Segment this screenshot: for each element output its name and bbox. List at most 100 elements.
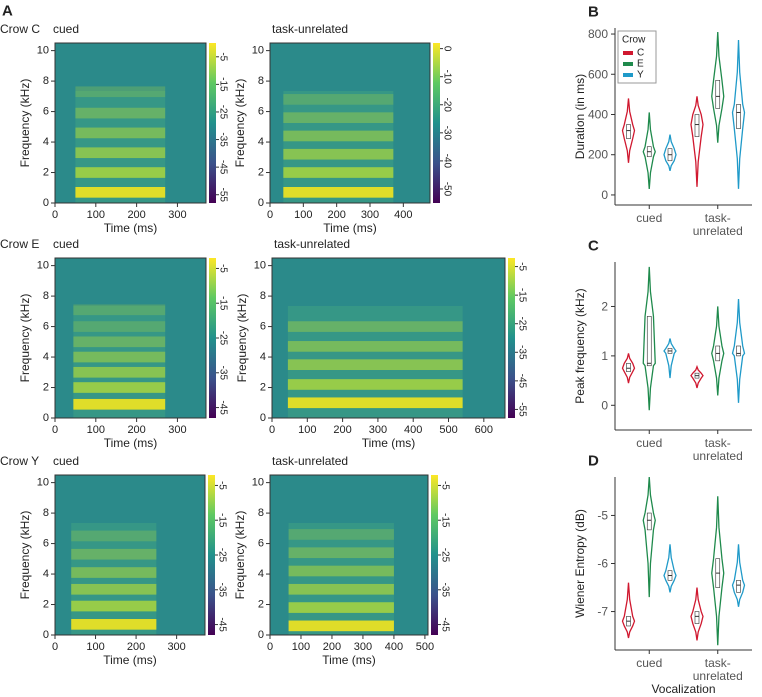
- panel-label: A: [2, 3, 13, 20]
- harmonic-band: [283, 148, 394, 160]
- harmonic-band: [71, 548, 157, 560]
- call-region: [75, 91, 166, 203]
- box: [694, 114, 700, 137]
- plot-frame: [54, 474, 206, 636]
- x-axis-label: Time (ms): [104, 221, 158, 235]
- colorbar-tick-label: -25: [517, 316, 528, 331]
- violin: [690, 364, 704, 389]
- violin: [663, 544, 677, 593]
- y-tick-label: 8: [260, 290, 266, 302]
- x-tick-label: 100: [87, 424, 105, 436]
- plot-frame: [269, 42, 431, 204]
- x-tick-label: task-unrelated: [692, 656, 743, 683]
- violin: [711, 31, 725, 143]
- colorbar-tick-label: -35: [440, 583, 451, 598]
- y-tick-label: 400: [588, 107, 608, 121]
- colorbar-tick-label: -45: [218, 160, 229, 175]
- harmonic-band: [75, 167, 166, 178]
- y-tick-label: 800: [588, 27, 608, 41]
- y-tick-label: 0: [601, 398, 608, 412]
- violin: [711, 306, 725, 396]
- y-tick-label: 6: [43, 106, 49, 118]
- violin: [621, 98, 636, 163]
- y-tick-label: 6: [43, 321, 49, 333]
- harmonic-band: [71, 583, 157, 595]
- harmonic-band: [73, 321, 166, 332]
- violin: [663, 134, 677, 171]
- x-axis-label: Time (ms): [322, 653, 376, 667]
- harmonic-band: [283, 112, 394, 123]
- legend-swatch: [623, 51, 633, 55]
- y-axis-label: Duration (in ms): [573, 74, 587, 159]
- y-tick-label: 10: [254, 260, 266, 272]
- x-tick-label: 500: [439, 424, 457, 436]
- y-tick-label: -5: [597, 508, 608, 522]
- x-tick-label: 300: [354, 641, 372, 653]
- row-label: Crow Y: [0, 454, 39, 468]
- plot-frame: [54, 257, 207, 419]
- y-tick-label: 600: [588, 67, 608, 81]
- panel-label: D: [588, 453, 599, 470]
- y-tick-label: 4: [258, 136, 264, 148]
- harmonic-band: [288, 565, 394, 577]
- y-tick-label: 0: [43, 197, 49, 209]
- panel-title: cued: [53, 454, 79, 468]
- colorbar-tick-label: -15: [218, 77, 229, 92]
- y-tick-label: 2: [601, 299, 608, 313]
- box: [694, 611, 700, 624]
- violin: [663, 338, 677, 379]
- y-tick-label: 10: [37, 260, 49, 272]
- colorbar-tick-label: -15: [517, 288, 528, 303]
- y-tick-label: 2: [258, 599, 264, 611]
- harmonic-band: [71, 619, 157, 630]
- panel-label: C: [588, 238, 599, 255]
- legend-label: Y: [637, 70, 644, 81]
- harmonic-band: [75, 147, 166, 159]
- y-tick-label: 6: [260, 321, 266, 333]
- harmonic-band: [287, 359, 463, 370]
- row-label: Crow E: [0, 237, 39, 251]
- harmonic-band: [288, 620, 394, 632]
- colorbar-tick-label: -45: [517, 374, 528, 389]
- harmonic-band: [75, 187, 166, 198]
- x-tick-label: 0: [267, 641, 273, 653]
- y-axis-label: Frequency (kHz): [233, 79, 247, 168]
- x-tick-label: 300: [167, 641, 185, 653]
- y-tick-label: 8: [43, 290, 49, 302]
- legend-label: E: [637, 59, 644, 70]
- y-tick-label: -6: [597, 557, 608, 571]
- y-tick-label: 4: [260, 351, 266, 363]
- y-tick-label: 0: [260, 412, 266, 424]
- y-axis-label: Wiener Entropy (dB): [573, 509, 587, 618]
- x-tick-label: 300: [168, 209, 186, 221]
- x-tick-label: 0: [52, 641, 58, 653]
- y-axis-label: Frequency (kHz): [233, 511, 247, 600]
- x-tick-label: cued: [636, 211, 663, 225]
- harmonic-band: [283, 167, 394, 178]
- box: [626, 362, 631, 372]
- plot-frame: [269, 474, 429, 636]
- violin: [621, 353, 636, 384]
- colorbar-tick-label: -55: [517, 402, 528, 417]
- y-axis-label: Frequency (kHz): [18, 79, 32, 168]
- colorbar-tick-label: -30: [442, 126, 453, 141]
- harmonic-band: [288, 529, 394, 540]
- colorbar-tick-label: -40: [442, 154, 453, 169]
- y-tick-label: 2: [43, 382, 49, 394]
- violin: [690, 587, 704, 641]
- colorbar-tick-label: -25: [440, 548, 451, 563]
- violin: [690, 96, 704, 187]
- row-label: Crow C: [0, 22, 40, 36]
- x-tick-label: 200: [127, 209, 145, 221]
- colorbar: [209, 258, 216, 418]
- y-tick-label: 6: [258, 538, 264, 550]
- x-tick-label: 400: [394, 209, 412, 221]
- x-tick-label: cued: [636, 656, 663, 670]
- colorbar: [508, 258, 515, 418]
- harmonic-band: [288, 602, 394, 613]
- colorbar-tick-label: -5: [440, 481, 451, 490]
- x-tick-label: 0: [52, 424, 58, 436]
- y-tick-label: 4: [43, 136, 49, 148]
